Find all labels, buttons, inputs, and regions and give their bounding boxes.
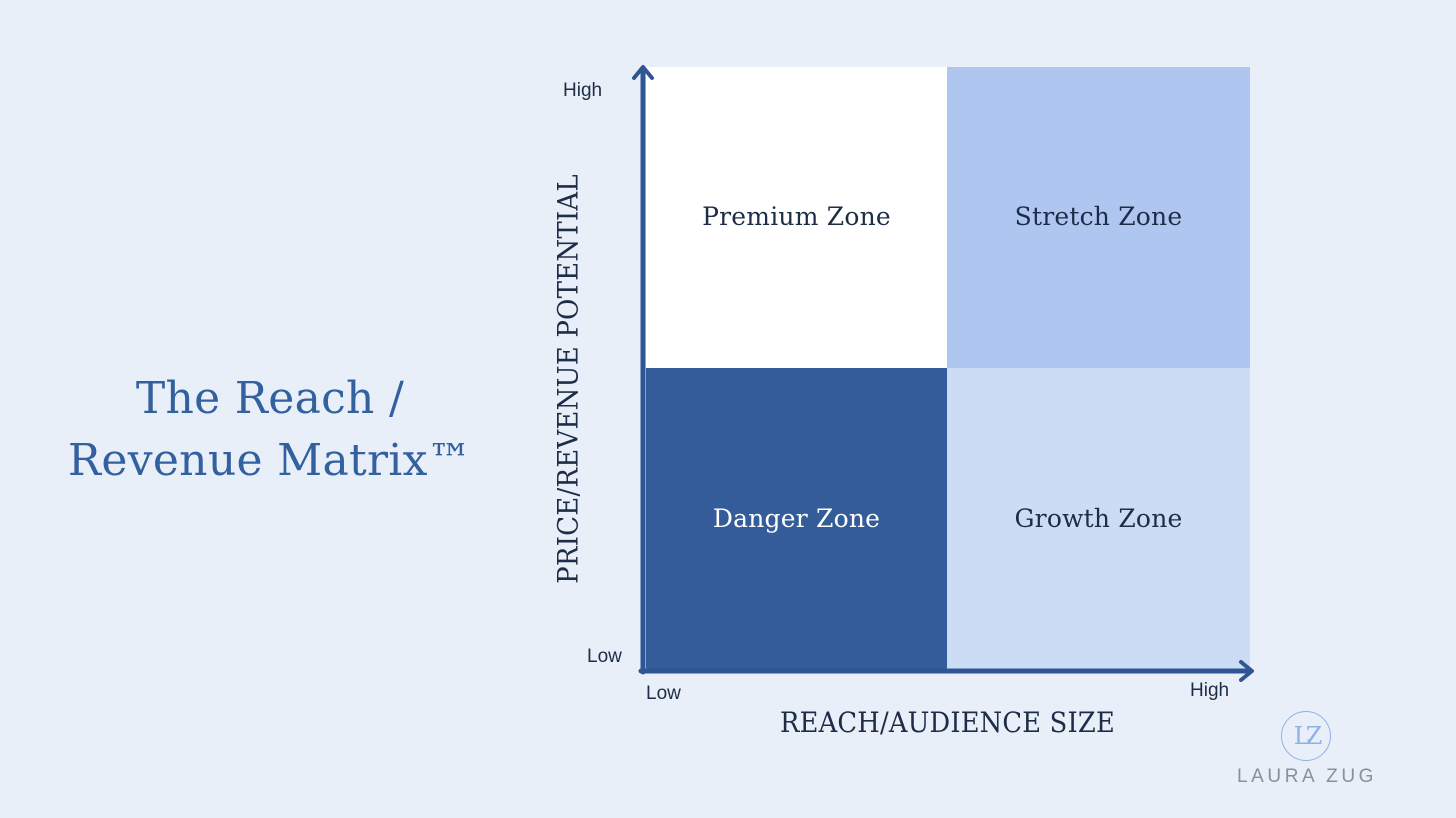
quadrant-premium-zone: Premium Zone xyxy=(646,67,947,368)
y-axis-title-container: PRICE/REVENUE POTENTIAL xyxy=(546,166,590,592)
logo-monogram: LZ xyxy=(1293,722,1323,750)
x-axis-title: REACH/AUDIENCE SIZE xyxy=(780,706,1115,739)
logo-wordmark: LAURA ZUG xyxy=(1236,766,1378,787)
y-axis-arrowhead xyxy=(632,65,654,80)
quadrant-premium-label: Premium Zone xyxy=(702,202,891,231)
title-line-1: The Reach / xyxy=(135,373,405,424)
slide-title: The Reach / Revenue Matrix™ xyxy=(30,368,510,492)
quadrant-growth-zone: Growth Zone xyxy=(947,368,1250,669)
y-axis-high-label: High xyxy=(563,80,603,101)
quadrant-danger-label: Danger Zone xyxy=(712,504,881,533)
quadrant-stretch-zone: Stretch Zone xyxy=(947,67,1250,368)
title-line-2: Revenue Matrix™ xyxy=(67,435,473,486)
y-axis-title: PRICE/REVENUE POTENTIAL xyxy=(551,174,585,584)
quadrant-growth-label: Growth Zone xyxy=(1014,504,1183,533)
quadrant-danger-zone: Danger Zone xyxy=(646,368,947,669)
logo-monogram-circle: LZ xyxy=(1281,711,1331,761)
x-axis-high-label: High xyxy=(1190,680,1230,701)
x-axis-low-label: Low xyxy=(646,683,681,704)
quadrant-stretch-label: Stretch Zone xyxy=(1014,202,1183,231)
y-axis-low-label: Low xyxy=(587,646,622,667)
x-axis-arrowhead xyxy=(1239,660,1254,682)
